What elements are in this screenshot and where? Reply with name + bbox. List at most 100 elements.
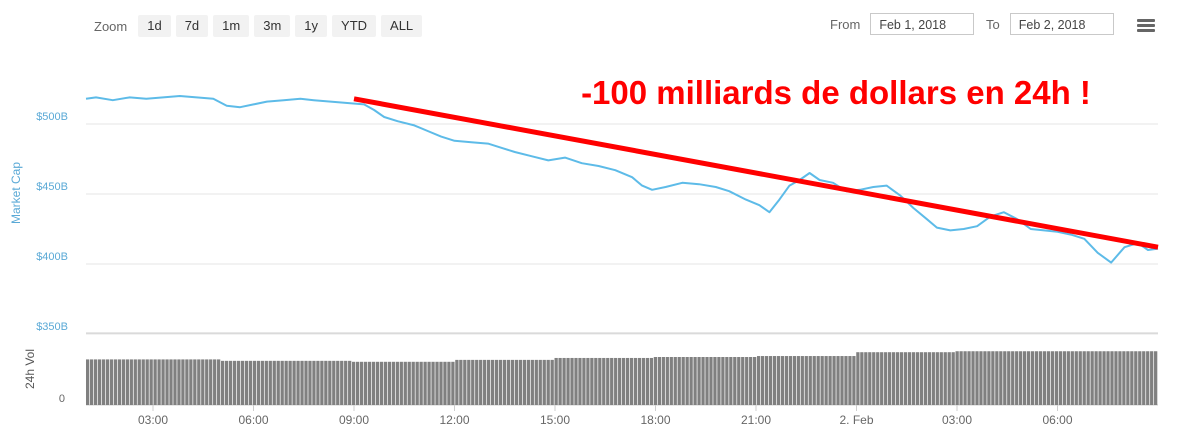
volume-bar [205,359,209,405]
volume-bar [348,360,352,405]
volume-bar [487,359,491,405]
volume-bar [260,360,264,405]
volume-bar [490,359,495,405]
y-tick-label: $500B [36,111,68,123]
volume-bar [836,356,840,405]
volume-bar [935,352,939,405]
x-tick-label: 03:00 [138,413,168,427]
volume-bar [808,356,812,405]
volume-bar [733,357,737,405]
zoom-label: Zoom [94,18,128,34]
volume-bar [1058,351,1063,405]
volume-bar [546,359,550,405]
volume-bar [959,351,963,405]
volume-bar [1090,351,1094,405]
volume-bar [947,352,951,405]
volume-bar [201,359,205,405]
volume-bar [1106,351,1110,405]
volume-bar [451,361,455,405]
volume-bar [407,361,411,405]
volume-bar [999,351,1003,405]
volume-bar [1026,351,1031,405]
volume-bar [479,359,483,405]
volume-bar [355,361,360,405]
volume-bar [590,357,594,405]
volume-bar [820,356,824,405]
volume-bar [1054,351,1059,405]
volume-bar [280,360,284,405]
volume-bar [395,361,399,405]
volume-bar [681,357,685,405]
volume-bar [141,359,145,405]
volume-bar [645,357,650,405]
from-date-input[interactable]: Feb 1, 2018 [870,13,975,35]
volume-bar [459,359,463,405]
volume-bar [983,351,987,405]
volume-bar [89,359,94,405]
hamburger-menu-icon[interactable] [1137,19,1155,33]
volume-bar [927,352,931,405]
volume-bar [328,360,332,405]
volume-bar [689,357,693,405]
volume-bar [598,357,602,405]
volume-bar [840,356,844,405]
volume-bar [391,361,395,405]
volume-bar [764,356,769,405]
volume-bar [610,357,614,405]
volume-bar [181,359,185,405]
volume-bar [963,351,967,405]
volume-bar [792,356,796,405]
volume-bar [371,361,376,405]
volume-bar [145,359,149,405]
volume-bar [1046,351,1051,405]
range-from: From Feb 1, 2018 [830,13,975,35]
volume-bar [955,351,959,405]
volume-bar [685,357,689,405]
volume-bar [121,359,126,405]
volume-bar [1019,351,1023,405]
volume-bar [367,361,372,405]
volume-bar [657,357,662,405]
volume-bar [224,360,229,405]
range-to: To Feb 2, 2018 [986,13,1114,35]
volume-bar [542,359,546,405]
x-tick-label: 03:00 [942,413,972,427]
volume-bar [1007,351,1011,405]
to-date-input[interactable]: Feb 2, 2018 [1009,13,1114,35]
volume-bar [530,359,534,405]
volume-bar [498,359,503,405]
zoom-ytd-button[interactable]: YTD [332,15,377,37]
volume-bar [165,359,169,405]
volume-bar [975,351,979,405]
volume-bar [566,357,570,405]
volume-bar [622,357,626,405]
volume-bar [701,357,705,405]
volume-bar [522,359,527,405]
volume-bar [907,352,912,405]
volume-bar [860,352,864,405]
zoom-3m-button[interactable]: 3m [254,15,291,37]
volume-bar [375,361,380,405]
volume-bar [467,359,471,405]
zoom-1d-button[interactable]: 1d [138,15,171,37]
volume-bar [431,361,435,405]
volume-bar [109,359,114,405]
volume-bar [951,352,955,405]
volume-bar [443,361,447,405]
volume-bar [1098,351,1102,405]
x-tick-label: 21:00 [741,413,771,427]
volume-bar [725,357,729,405]
zoom-7d-button[interactable]: 7d [175,15,209,37]
volume-bar [1126,351,1130,405]
volume-bar [780,356,785,405]
volume-bar [320,360,324,405]
x-tick-label: 12:00 [439,413,469,427]
zoom-1y-button[interactable]: 1y [295,15,328,37]
volume-bar [1114,351,1118,405]
volume-bar [518,359,523,405]
volume-bar [578,357,582,405]
zoom-all-button[interactable]: ALL [381,15,423,37]
volume-bar [741,357,745,405]
zoom-1m-button[interactable]: 1m [213,15,250,37]
